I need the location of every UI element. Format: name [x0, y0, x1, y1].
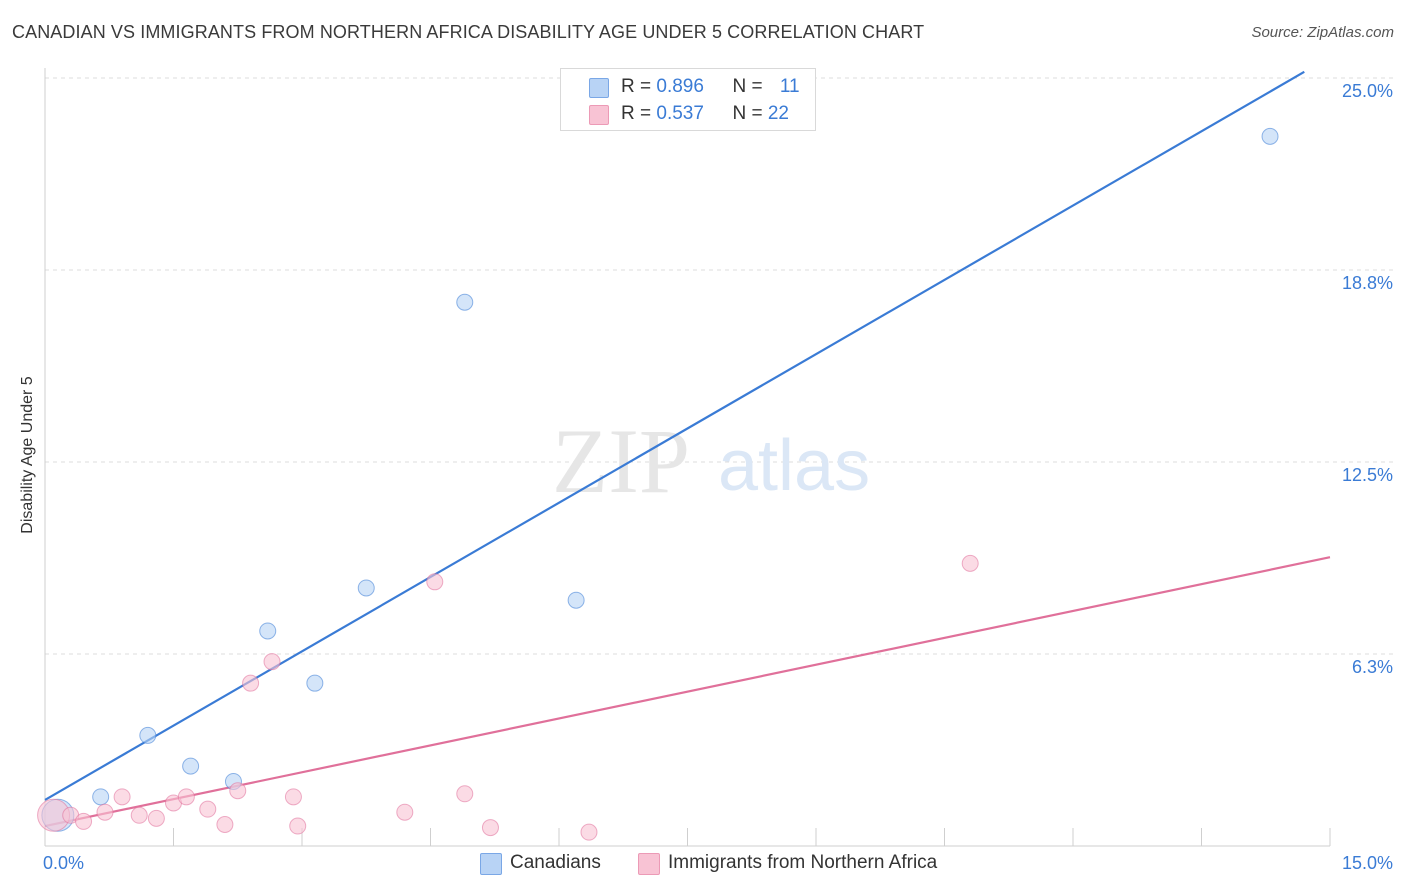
data-point-immigrants: [147, 809, 165, 827]
data-point-canadians: [139, 726, 157, 744]
data-point-immigrants: [130, 806, 148, 824]
legend-r-label: R =: [621, 76, 657, 97]
data-point-canadians: [306, 674, 324, 692]
series-label-immigrants: Immigrants from Northern Africa: [668, 852, 938, 873]
y-tick-label: 6.3%: [1352, 657, 1393, 677]
data-point-immigrants: [229, 782, 247, 800]
series-label-canadians: Canadians: [510, 852, 601, 873]
data-point-immigrants: [263, 653, 281, 671]
axes: [44, 68, 1331, 847]
data-point-immigrants: [216, 815, 234, 833]
data-point-canadians: [567, 591, 585, 609]
series-legend: Canadians Immigrants from Northern Afric…: [0, 852, 1406, 876]
series-swatch-canadians: [480, 853, 502, 875]
series-swatch-immigrants: [638, 853, 660, 875]
data-point-immigrants: [199, 800, 217, 818]
legend-r-value: 0.537: [656, 103, 704, 124]
data-point-immigrants: [426, 573, 444, 591]
data-point-immigrants: [396, 803, 414, 821]
y-tick-label: 25.0%: [1342, 81, 1393, 101]
data-point-immigrants: [580, 823, 598, 841]
data-points: [37, 127, 1279, 841]
legend-r-label: R =: [621, 103, 657, 124]
tick-labels: 6.3% 12.5% 18.8% 25.0% 0.0% 15.0%: [43, 81, 1393, 873]
watermark-atlas: atlas: [718, 426, 870, 506]
y-tick-label: 18.8%: [1342, 273, 1393, 293]
data-point-immigrants: [961, 554, 979, 572]
trend-line-immigrants: [44, 556, 1331, 828]
data-point-immigrants: [177, 788, 195, 806]
data-point-immigrants: [96, 803, 114, 821]
data-point-canadians: [92, 788, 110, 806]
correlation-legend: R = 0.896 N = 11 R = 0.537 N = 22: [560, 68, 816, 131]
legend-n-value: 22: [767, 103, 789, 124]
x-tick-label: 0.0%: [43, 853, 84, 873]
data-point-canadians: [259, 622, 277, 640]
data-point-immigrants: [289, 817, 307, 835]
data-point-canadians: [182, 757, 200, 775]
data-point-immigrants: [284, 788, 302, 806]
trend-line-canadians: [44, 70, 1305, 801]
legend-swatch-immigrants: [589, 105, 609, 125]
y-axis-label: Disability Age Under 5: [19, 376, 36, 534]
legend-n-label: N =: [732, 76, 768, 97]
legend-n-label: N =: [732, 103, 768, 124]
x-tick-label: 15.0%: [1342, 853, 1393, 873]
chart-title: CANADIAN VS IMMIGRANTS FROM NORTHERN AFR…: [12, 22, 925, 42]
data-point-immigrants: [242, 674, 260, 692]
source-label: Source: ZipAtlas.com: [1251, 24, 1394, 41]
grid-lines: [45, 77, 1395, 655]
data-point-canadians: [357, 579, 375, 597]
data-point-immigrants: [75, 812, 93, 830]
watermark: ZIP atlas: [552, 410, 870, 512]
legend-r-value: 0.896: [656, 76, 704, 97]
data-point-canadians: [1261, 127, 1279, 145]
data-point-immigrants: [113, 788, 131, 806]
legend-n-value: 11: [779, 76, 800, 97]
legend-swatch-canadians: [589, 78, 609, 98]
data-point-canadians: [456, 293, 474, 311]
data-point-immigrants: [481, 819, 499, 837]
data-point-immigrants: [456, 785, 474, 803]
y-tick-label: 12.5%: [1342, 465, 1393, 485]
watermark-zip: ZIP: [552, 410, 690, 512]
